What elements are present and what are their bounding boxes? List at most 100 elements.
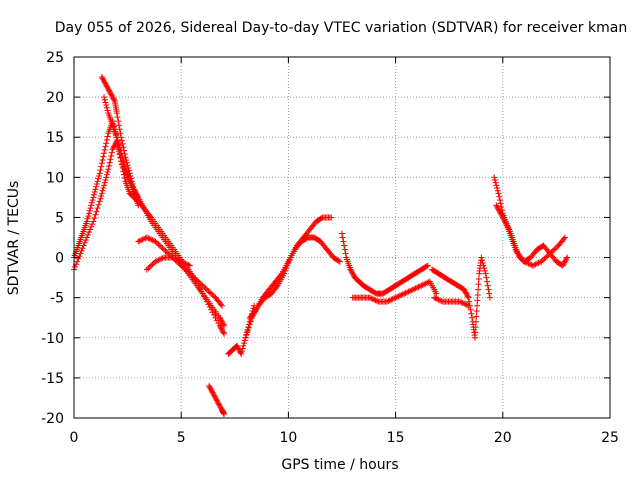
data-point — [143, 266, 150, 273]
data-point — [461, 286, 468, 293]
series-arc-d — [101, 94, 142, 209]
data-point — [421, 281, 428, 288]
data-point — [104, 168, 111, 175]
data-point — [465, 302, 472, 309]
data-point — [74, 258, 81, 265]
data-point — [495, 206, 502, 213]
data-point — [216, 314, 223, 321]
data-point — [218, 318, 225, 325]
data-point — [87, 226, 94, 233]
data-point — [479, 257, 486, 264]
data-point — [475, 275, 482, 282]
data-point — [107, 156, 114, 163]
data-point — [121, 175, 128, 182]
data-point — [396, 292, 403, 299]
data-point — [474, 297, 481, 304]
y-axis-label: SDTVAR / TECUs — [6, 181, 22, 296]
data-point — [119, 155, 126, 162]
data-point — [183, 267, 190, 274]
data-point — [468, 310, 475, 317]
data-point — [494, 187, 501, 194]
data-point — [120, 158, 127, 165]
data-point — [541, 255, 548, 262]
data-point — [155, 241, 162, 248]
data-point — [98, 74, 105, 81]
grid-lines — [74, 57, 610, 418]
data-point — [75, 255, 82, 262]
data-point — [504, 222, 511, 229]
data-point — [234, 344, 241, 351]
data-point — [503, 221, 510, 228]
data-point — [96, 198, 103, 205]
data-point — [106, 88, 113, 95]
data-point — [238, 348, 245, 355]
data-point — [87, 205, 94, 212]
data-point — [113, 134, 120, 141]
data-point — [244, 328, 251, 335]
y-tick-label: 10 — [46, 170, 64, 186]
data-point — [117, 147, 124, 154]
data-point — [473, 313, 480, 320]
data-point — [491, 177, 498, 184]
data-point — [206, 384, 213, 391]
data-point — [486, 294, 493, 301]
data-point — [424, 262, 431, 269]
data-point — [118, 137, 125, 144]
data-point — [436, 297, 443, 304]
data-point — [103, 83, 110, 90]
data-point — [366, 294, 373, 301]
data-point — [486, 290, 493, 297]
data-point — [97, 195, 104, 202]
data-point — [561, 258, 568, 265]
data-point — [465, 294, 472, 301]
data-point — [191, 274, 198, 281]
data-point — [504, 223, 511, 230]
data-point — [103, 136, 110, 143]
data-point — [183, 261, 190, 268]
data-point — [92, 211, 99, 218]
data-point — [218, 302, 225, 309]
series-arc-f — [143, 254, 193, 273]
data-point — [217, 301, 224, 308]
data-point — [342, 250, 349, 257]
data-point — [350, 271, 357, 278]
data-point — [461, 300, 468, 307]
data-point — [408, 287, 415, 294]
data-point — [116, 122, 123, 129]
data-point — [76, 253, 83, 260]
data-point — [104, 107, 111, 114]
data-point — [211, 392, 218, 399]
data-point — [90, 194, 97, 201]
data-point — [221, 410, 228, 417]
data-point — [171, 255, 178, 262]
data-point — [485, 286, 492, 293]
data-point — [193, 277, 200, 284]
data-point — [339, 234, 346, 241]
data-point — [181, 259, 188, 266]
data-point — [341, 246, 348, 253]
data-point — [185, 261, 192, 268]
data-point — [499, 213, 506, 220]
y-tick-label: -5 — [50, 291, 64, 307]
data-point — [110, 95, 117, 102]
data-point — [99, 75, 106, 82]
data-point — [84, 215, 91, 222]
data-point — [220, 329, 227, 336]
data-point — [83, 218, 90, 225]
data-point — [102, 80, 109, 87]
data-point — [472, 329, 479, 336]
series-arc-a — [71, 118, 228, 337]
series-arc-l — [349, 278, 440, 305]
data-point — [218, 326, 225, 333]
data-point — [123, 156, 130, 163]
data-point — [105, 166, 112, 173]
data-point — [148, 262, 155, 269]
data-point — [98, 190, 105, 197]
data-point — [411, 285, 418, 292]
data-point — [560, 235, 567, 242]
data-point — [98, 163, 105, 170]
y-tick-label: 25 — [46, 50, 64, 66]
data-point — [93, 181, 100, 188]
data-point — [209, 291, 216, 298]
x-axis-label: GPS time / hours — [281, 457, 398, 473]
